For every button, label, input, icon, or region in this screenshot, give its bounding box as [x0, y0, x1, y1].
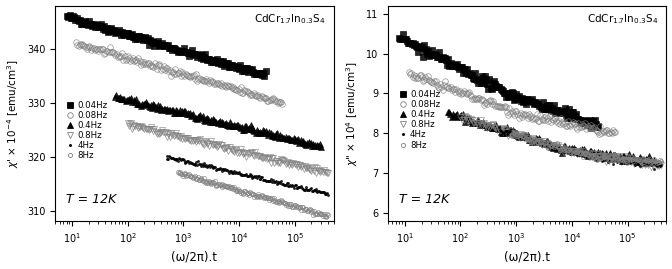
- Legend: 0.04Hz, 0.08Hz, 0.4Hz, 0.8Hz, 4Hz, 8Hz: 0.04Hz, 0.08Hz, 0.4Hz, 0.8Hz, 4Hz, 8Hz: [398, 89, 442, 151]
- Y-axis label: $\chi$" $\times$ 10$^{4}$ [emu/cm$^3$]: $\chi$" $\times$ 10$^{4}$ [emu/cm$^3$]: [345, 61, 360, 166]
- Text: T = 12K: T = 12K: [399, 193, 450, 206]
- Legend: 0.04Hz, 0.08Hz, 0.4Hz, 0.8Hz, 4Hz, 8Hz: 0.04Hz, 0.08Hz, 0.4Hz, 0.8Hz, 4Hz, 8Hz: [65, 100, 109, 162]
- X-axis label: (ω/2π).t: (ω/2π).t: [504, 250, 550, 263]
- Text: T = 12K: T = 12K: [67, 193, 117, 206]
- X-axis label: (ω/2π).t: (ω/2π).t: [171, 250, 217, 263]
- Text: CdCr$_{1.7}$In$_{0.3}$S$_4$: CdCr$_{1.7}$In$_{0.3}$S$_4$: [254, 12, 325, 26]
- Y-axis label: $\chi$' $\times$ 10$^{-4}$ [emu/cm$^3$]: $\chi$' $\times$ 10$^{-4}$ [emu/cm$^3$]: [5, 59, 22, 168]
- Text: CdCr$_{1.7}$In$_{0.3}$S$_4$: CdCr$_{1.7}$In$_{0.3}$S$_4$: [587, 12, 658, 26]
